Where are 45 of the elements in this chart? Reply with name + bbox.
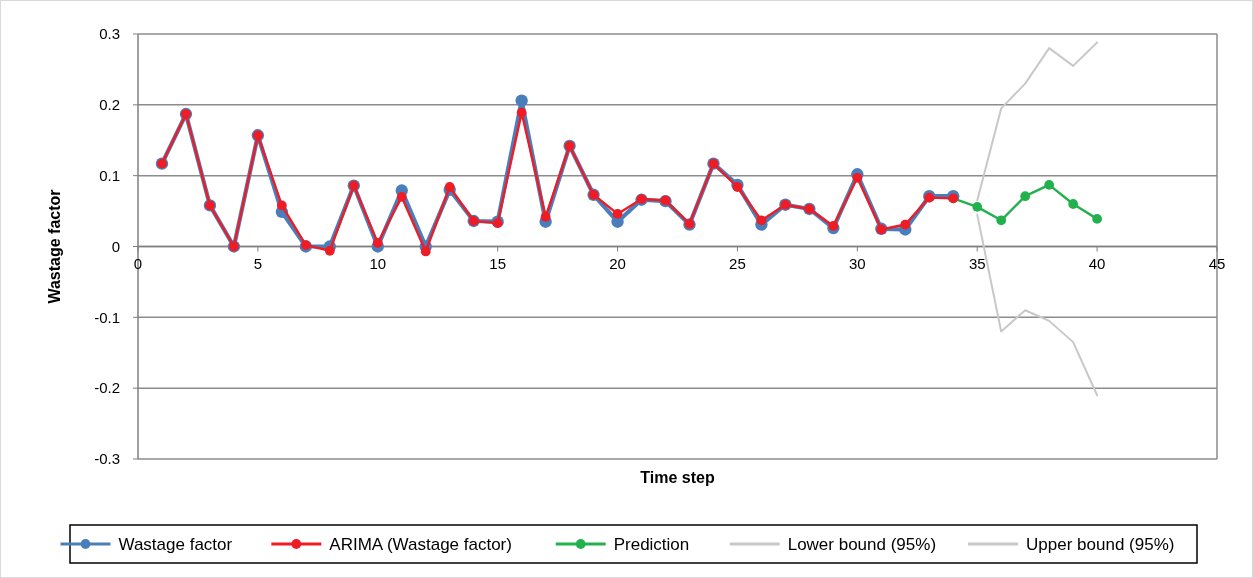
y-tick-label: -0.1 [94, 308, 120, 326]
point [1020, 191, 1031, 202]
legend-label: Wastage factor [118, 534, 233, 554]
x-tick-label: 45 [1208, 255, 1226, 272]
point [996, 215, 1007, 226]
point [612, 209, 623, 219]
point [516, 107, 527, 118]
x-axis-title: Time step [640, 469, 715, 486]
legend-label: ARIMA (Wastage factor) [329, 534, 512, 554]
x-tick-label: 25 [729, 255, 746, 272]
point [732, 182, 743, 192]
point [1068, 199, 1079, 209]
legend-label: Upper bound (95%) [1026, 534, 1175, 554]
point [515, 94, 528, 107]
x-tick-label: 15 [489, 255, 507, 272]
point [852, 172, 863, 183]
y-tick-label: -0.3 [94, 450, 120, 468]
legend-label: Prediction [613, 534, 690, 554]
legend-label: Lower bound (95%) [787, 534, 937, 554]
x-tick-label: 35 [968, 255, 986, 272]
y-tick-label: 0.3 [99, 25, 120, 43]
point [900, 219, 911, 230]
y-tick-label: 0.1 [99, 166, 120, 184]
point [540, 211, 551, 222]
y-tick-label: 0.2 [99, 96, 120, 114]
point [396, 192, 407, 202]
x-tick-label: 10 [369, 255, 387, 272]
y-axis-title: Wastage factor [46, 189, 63, 304]
x-tick-label: 30 [848, 255, 866, 272]
point [972, 201, 983, 212]
point [756, 215, 767, 226]
point [420, 246, 431, 257]
x-tick-label: 5 [253, 255, 263, 272]
point [1044, 180, 1055, 190]
y-tick-label: -0.2 [94, 379, 120, 397]
point [372, 238, 383, 248]
point [828, 221, 839, 231]
x-tick-label: 20 [609, 255, 626, 272]
point [324, 245, 335, 256]
point [1092, 214, 1102, 224]
x-tick-label: 0 [133, 255, 143, 272]
y-tick-label: 0 [111, 237, 120, 255]
point [276, 200, 287, 211]
point [444, 182, 455, 192]
x-tick-label: 40 [1088, 255, 1106, 272]
